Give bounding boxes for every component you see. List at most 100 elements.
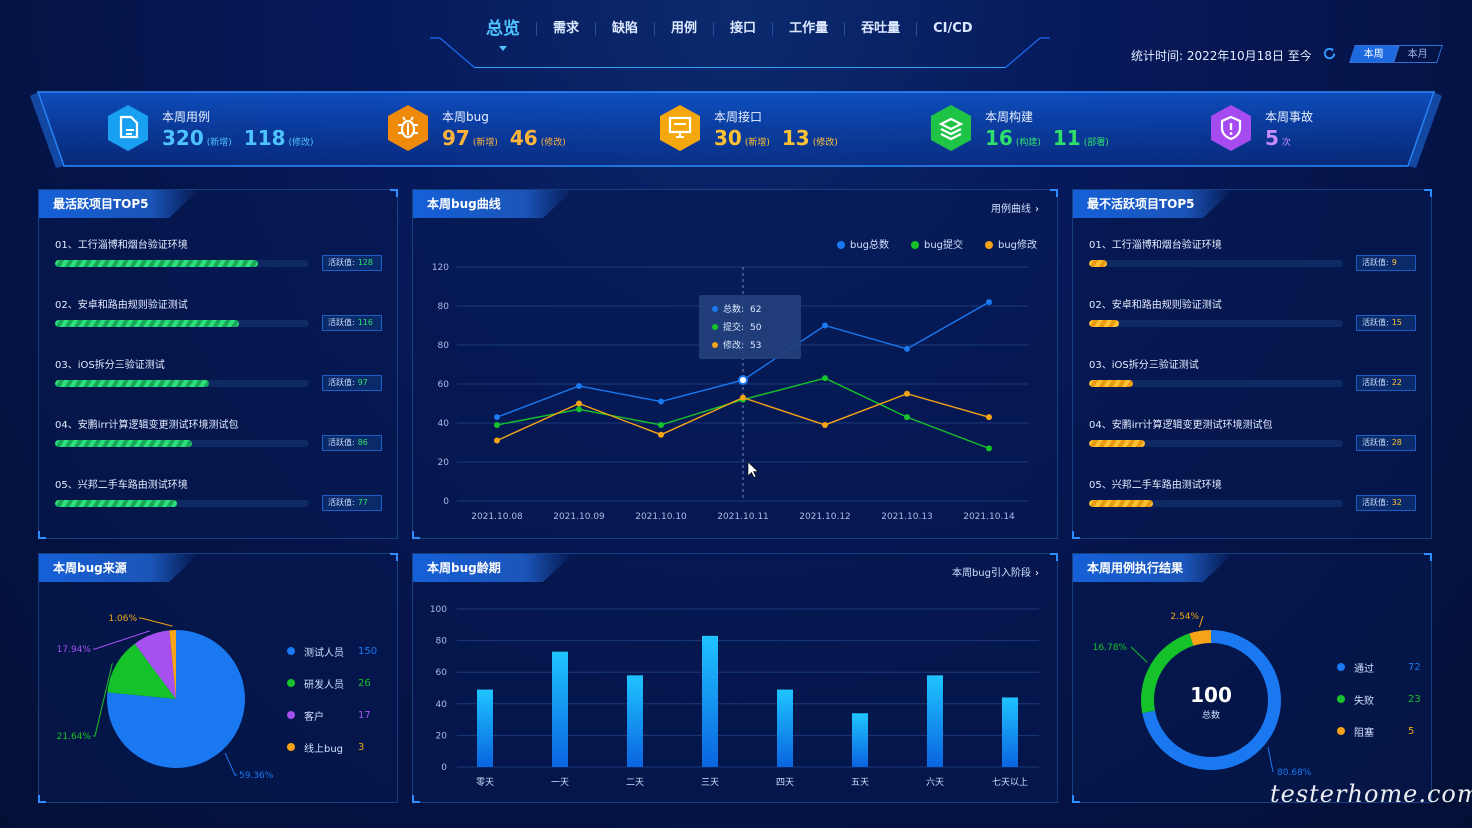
donut-segment-1 (1141, 633, 1194, 714)
rank-bar-track (1089, 380, 1343, 387)
legend-dot (287, 711, 295, 719)
layers-icon (931, 105, 971, 151)
legend-dot (1337, 695, 1345, 703)
rank-item: 04、安鹏irr计算逻辑变更测试环境测试包 活跃值: 86 (55, 416, 385, 476)
legend-value: 26 (358, 677, 371, 689)
rank-bar-fill (55, 260, 259, 267)
period-toggle: 本周 本月 (1349, 45, 1443, 63)
x-tick-label: 2021.10.10 (635, 512, 687, 522)
nav-tab-6[interactable]: 吞吐量 (845, 22, 918, 36)
rank-item: 02、安卓和路由规则验证测试 活跃值: 15 (1089, 296, 1419, 356)
active-top5-title: 最活跃项目TOP5 (39, 190, 199, 218)
tooltip-label: 修改: (723, 339, 744, 351)
pie-pct-label: 59.36% (239, 771, 274, 781)
nav-tab-label: 用例 (671, 21, 698, 36)
stat-value-primary: 97 (442, 126, 470, 150)
chevron-right-icon: › (1035, 204, 1039, 215)
nav-tab-5[interactable]: 工作量 (773, 22, 846, 36)
donut-leader-line (1267, 747, 1274, 773)
legend-dot (287, 743, 295, 751)
exec-result-donut: 80.68% 16.78% 2.54% 100 总数 (1093, 612, 1312, 778)
inactive-top5-title: 最不活跃项目TOP5 (1073, 190, 1233, 218)
stat-value-primary: 30 (714, 126, 742, 150)
rank-item: 03、iOS拆分三验证测试 活跃值: 22 (1089, 356, 1419, 416)
inactive-top5-list: 01、工行淄博和烟台验证环境 活跃值: 9 02、安卓和路由规则验证测试 活跃值: 15 0… (1089, 236, 1419, 536)
toggle-this-week[interactable]: 本周 (1349, 45, 1399, 63)
bug-age-title: 本周bug龄期 (413, 554, 573, 582)
stat-tag-secondary: (修改) (540, 138, 566, 148)
stat-value-secondary: 46 (509, 126, 538, 150)
case-curve-link[interactable]: 用例曲线 › (991, 200, 1039, 215)
activity-badge: 活跃值: 77 (322, 495, 382, 511)
stat-title: 本周bug (442, 110, 489, 124)
nav-tab-label: 需求 (553, 21, 580, 36)
stat-time: 统计时间: 2022年10月18日 至今 (1131, 47, 1312, 64)
tooltip-dot (712, 306, 718, 312)
activity-badge-label: 活跃值: (328, 378, 355, 387)
nav-tab-4[interactable]: 接口 (714, 21, 774, 36)
rank-bar-track (55, 380, 309, 387)
exec-result-panel: 本周用例执行结果 80.68% 16.78% 2.54% 100 总数 通过 72 失败 23… (1072, 553, 1432, 803)
stat-title: 本周构建 (985, 110, 1034, 124)
nav-tab-2[interactable]: 缺陷 (596, 21, 656, 36)
stat-tag-secondary: (修改) (288, 138, 314, 148)
activity-badge-value: 28 (1391, 438, 1402, 447)
legend-dot (837, 241, 845, 249)
data-point (904, 390, 910, 397)
nav-tab-label: 接口 (730, 21, 757, 36)
nav-tab-0[interactable]: 总览 (470, 19, 537, 51)
legend-name: 测试人员 (304, 647, 344, 659)
legend-dot (1337, 727, 1345, 735)
pie-pct-label: 1.06% (108, 614, 137, 624)
data-point (576, 382, 582, 389)
activity-badge: 活跃值: 28 (1356, 435, 1416, 451)
active-top5-panel: 最活跃项目TOP5 01、工行淄博和烟台验证环境 活跃值: 128 02、安卓和路由规… (38, 189, 398, 539)
legend-row: 阻塞 5 (1337, 715, 1421, 747)
activity-badge-value: 128 (357, 258, 373, 267)
x-tick-label: 2021.10.11 (717, 512, 769, 522)
rank-bar-fill (1089, 380, 1133, 387)
caret-down-icon (499, 46, 507, 51)
y-tick-label: 60 (438, 380, 450, 390)
nav-tab-label: CI/CD (933, 21, 973, 36)
stat-title: 本周用例 (162, 110, 211, 124)
rank-bar-track (55, 320, 309, 327)
activity-badge-label: 活跃值: (1362, 438, 1389, 447)
activity-badge: 活跃值: 9 (1356, 255, 1416, 271)
top-navigation: 总览 需求 缺陷 用例 接口 工作量 吞吐量 CI/CD (430, 8, 1050, 68)
stat-card-2: 本周接口 30 (新增) 13 (修改) (658, 104, 908, 154)
activity-badge-label: 活跃值: (328, 258, 355, 267)
nav-tab-label: 缺陷 (612, 21, 639, 36)
toggle-this-month[interactable]: 本月 (1393, 45, 1443, 63)
y-tick-label: 40 (438, 419, 450, 429)
legend-value: 72 (1408, 661, 1421, 673)
nav-tab-label: 总览 (486, 19, 520, 39)
y-tick-label: 120 (432, 263, 449, 273)
legend-label: bug总数 (850, 238, 889, 251)
pie-leader-line (224, 752, 237, 776)
activity-badge-label: 活跃值: (1362, 498, 1389, 507)
stat-tag-primary: (构建) (1015, 138, 1041, 148)
legend-row: 失败 23 (1337, 683, 1421, 715)
nav-tab-3[interactable]: 用例 (655, 21, 715, 36)
nav-tab-1[interactable]: 需求 (537, 21, 597, 36)
bug-curve-panel: 本周bug曲线 用例曲线 › 0 20 40 60 80 80 120 2021.10.08 20… (412, 189, 1058, 539)
bug-stage-link[interactable]: 本周bug引入阶段 › (952, 564, 1039, 579)
rank-bar-track (55, 440, 309, 447)
bar-6 (927, 675, 943, 767)
rank-item: 05、兴邦二手车路由测试环境 活跃值: 32 (1089, 476, 1419, 536)
legend-value: 5 (1408, 725, 1415, 737)
rank-item-name: 03、iOS拆分三验证测试 (55, 360, 165, 371)
x-tick-label: 零天 (476, 777, 494, 788)
nav-tab-7[interactable]: CI/CD (917, 22, 988, 36)
stat-tag-secondary: (修改) (812, 138, 838, 148)
legend-row: 研发人员 26 (287, 667, 377, 699)
testerhome-logo: testerhome.com (1270, 780, 1472, 808)
stat-value-primary: 5 (1265, 126, 1279, 150)
pie-pct-label: 21.64% (57, 732, 92, 742)
stat-tag-primary: 次 (1281, 138, 1291, 148)
monitor-icon (660, 105, 700, 151)
legend-label: bug提交 (924, 238, 963, 251)
bug-stage-link-label: 本周bug引入阶段 (951, 568, 1031, 579)
refresh-icon[interactable] (1322, 46, 1337, 61)
